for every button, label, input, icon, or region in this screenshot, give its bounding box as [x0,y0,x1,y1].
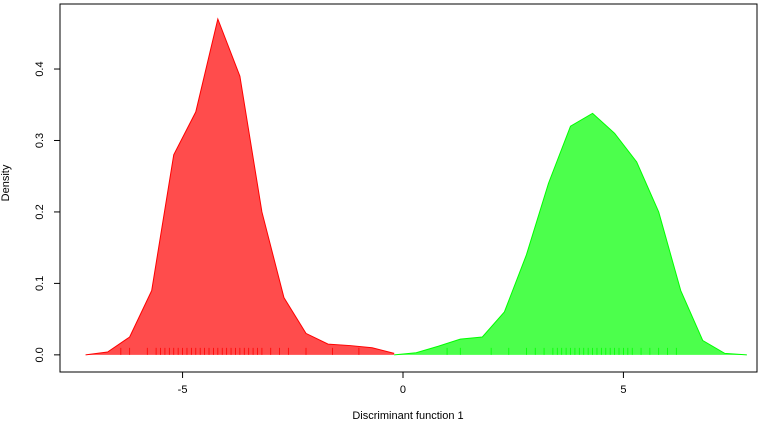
density-line [85,17,395,356]
x-axis-label: Discriminant function 1 [352,410,463,422]
x-tick-label: 0 [400,384,406,396]
density-line [394,112,747,356]
x-tick-label: -5 [178,384,188,396]
y-tick-label: 0.0 [34,347,46,362]
x-tick-label: 5 [620,384,626,396]
y-axis-label: Density [0,164,12,201]
density-area [394,113,747,355]
y-tick-label: 0.1 [34,276,46,291]
y-tick-label: 0.2 [34,204,46,219]
y-tick-label: 0.3 [34,133,46,148]
y-tick-label: 0.4 [34,61,46,76]
plot-frame [59,3,758,373]
density-area [85,19,395,355]
